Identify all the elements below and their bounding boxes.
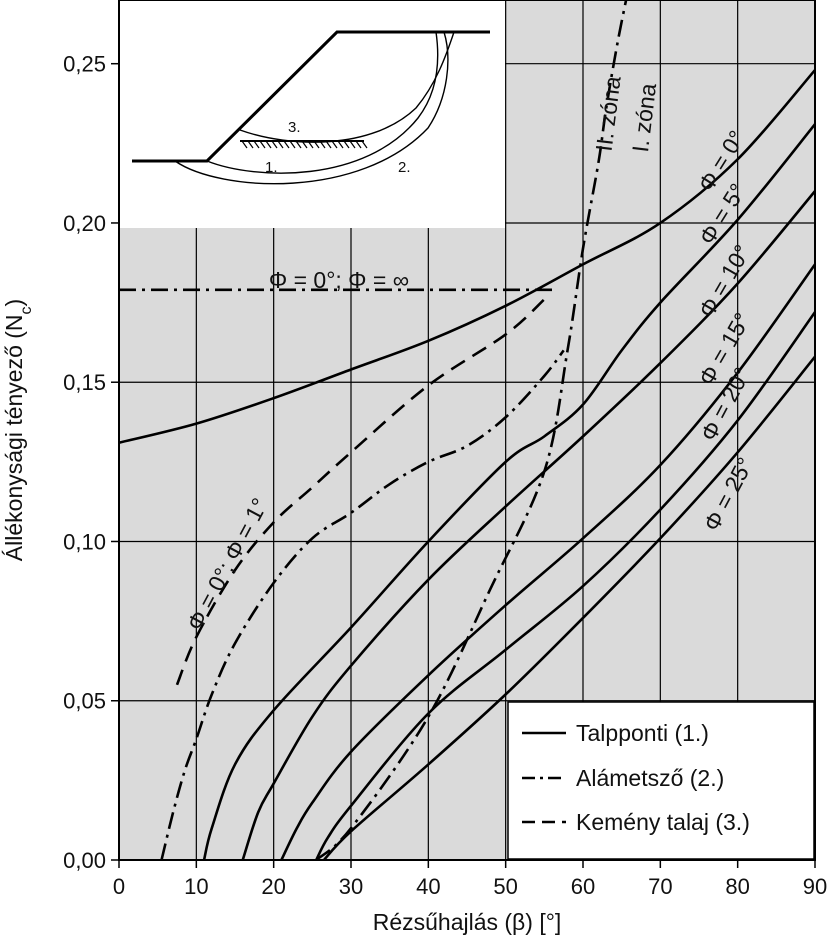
inset-hatch-mark	[349, 140, 356, 149]
inset-label-2: 2.	[398, 159, 411, 176]
series-line-solid	[315, 311, 817, 861]
slope-diagram-inset: 1. 2. 3.	[119, 0, 505, 228]
inset-hatch-mark	[361, 140, 368, 149]
series-line-solid	[202, 123, 817, 861]
legend-entry-alametszo: Alámetsző (2.)	[576, 765, 724, 791]
inset-hatch-mark	[241, 140, 248, 149]
legend-entry-talpponti: Talpponti (1.)	[576, 720, 709, 746]
inset-hatch-mark	[247, 140, 254, 149]
inset-hatch-mark	[289, 140, 296, 149]
y-tick-label: 0,10	[63, 529, 106, 554]
x-tick-label: 80	[725, 874, 749, 899]
x-tick-label: 20	[261, 874, 285, 899]
y-tick-label: 0,00	[63, 848, 106, 873]
y-tick-label: 0,25	[63, 52, 106, 77]
inset-hatch-mark	[331, 140, 338, 149]
legend: Talpponti (1.) Alámetsző (2.) Kemény tal…	[507, 701, 815, 860]
inset-label-1: 1.	[265, 159, 278, 176]
series-line-solid	[241, 190, 816, 861]
inset-hatch-mark	[325, 140, 332, 149]
series-line-solid	[322, 355, 817, 861]
inset-hatch-mark	[277, 140, 284, 149]
x-tick-label: 70	[648, 874, 672, 899]
x-axis-title: Rézsűhajlás (β) [°]	[373, 909, 562, 935]
inset-hatch-mark	[295, 140, 302, 149]
inset-drawing	[132, 30, 490, 185]
y-axis-title: Állékonysági tényező (Nc)	[1, 299, 35, 561]
x-tick-label: 0	[113, 874, 125, 899]
inset-hatch-mark	[265, 140, 272, 149]
legend-box	[507, 701, 815, 860]
x-tick-label: 90	[803, 874, 827, 899]
x-tick-label: 60	[571, 874, 595, 899]
series-line-dashdot	[315, 0, 628, 862]
inset-circle-undercut	[174, 31, 449, 185]
inset-hatch-mark	[355, 140, 362, 149]
plot-frame	[118, 0, 816, 861]
series-line-dashdot	[160, 349, 565, 861]
x-tick-label: 50	[493, 874, 517, 899]
series-line-dashed	[175, 298, 546, 686]
annotation-phi_inf: Φ = 0°; Φ = ∞	[269, 267, 409, 293]
x-tick-label: 30	[339, 874, 363, 899]
x-tick-label: 40	[416, 874, 440, 899]
y-axis-title-subscript: c	[18, 306, 35, 314]
inset-hatch-mark	[253, 140, 260, 149]
y-axis-title-close: )	[1, 299, 27, 307]
inset-hatch-mark	[307, 140, 314, 149]
inset-label-3: 3.	[288, 119, 301, 136]
y-tick-label: 0,20	[63, 211, 106, 236]
inset-hatch-mark	[301, 140, 308, 149]
inset-slope-profile	[132, 30, 490, 163]
inset-hatch-mark	[283, 140, 290, 149]
y-axis-title-main: Állékonysági tényező (N	[1, 314, 27, 561]
y-tick-label: 0,15	[63, 370, 106, 395]
x-tick-label: 10	[184, 874, 208, 899]
inset-hatch-mark	[259, 140, 266, 149]
inset-hatch-mark	[313, 140, 320, 149]
series-line-solid	[118, 69, 816, 445]
series-line-solid	[280, 263, 817, 861]
inset-hatch-mark	[337, 140, 344, 149]
inset-hatch-mark	[271, 140, 278, 149]
y-tick-label: 0,05	[63, 689, 106, 714]
data-series	[118, 0, 817, 862]
axis-ticks: 0 10 20 30 40 50 60 70 80 90 0,00 0,05 0,10 0,15 0,20 0…	[63, 52, 827, 899]
inset-background	[119, 0, 505, 228]
inset-hatch-mark	[343, 140, 350, 149]
inset-circle-toe	[206, 31, 439, 174]
inset-hatch-mark	[319, 140, 326, 149]
legend-entry-kemeny-talaj: Kemény talaj (3.)	[576, 809, 750, 835]
